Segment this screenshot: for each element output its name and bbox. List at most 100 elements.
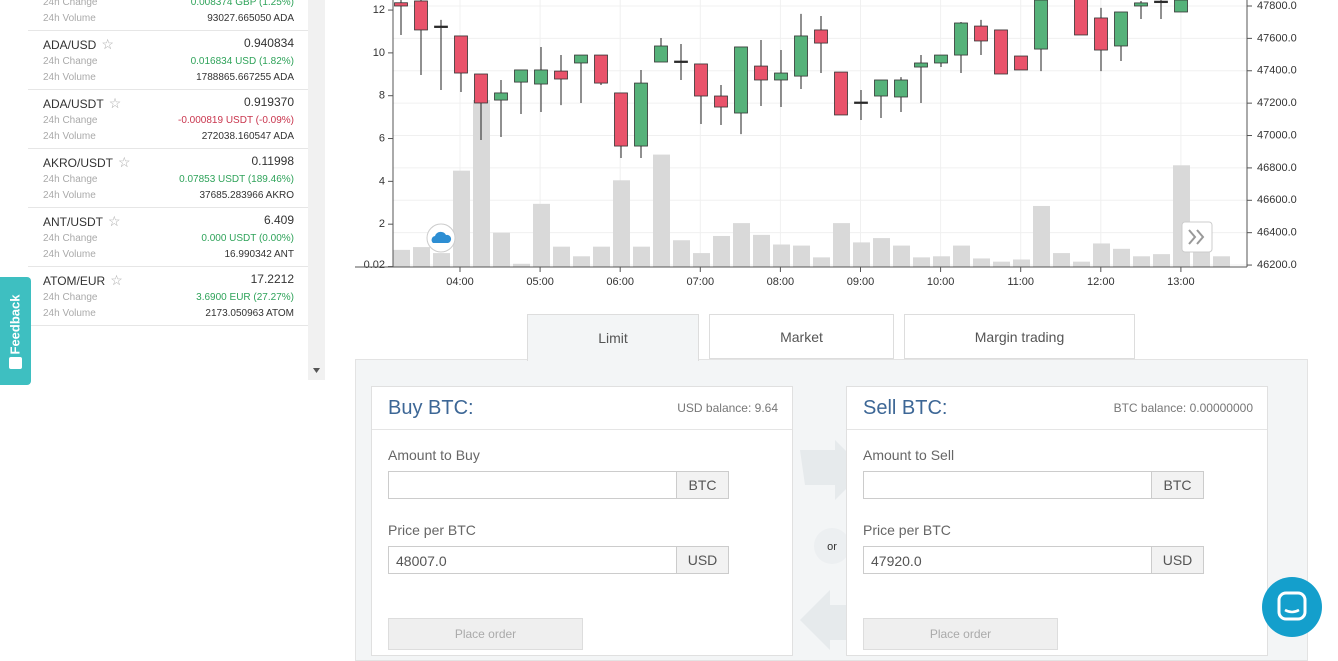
- volume-bar: [533, 203, 550, 267]
- amount-label: Amount to Buy: [388, 447, 480, 463]
- volume-bar: [1133, 256, 1150, 267]
- tab-limit[interactable]: Limit: [527, 314, 699, 361]
- volume-bar: [1153, 254, 1170, 267]
- candle-body: [714, 95, 728, 108]
- time-tick-label: 04:00: [446, 276, 474, 288]
- price-tick-label: 46200.0: [1257, 259, 1297, 271]
- candle-body: [894, 79, 908, 98]
- amount-input[interactable]: [388, 471, 677, 499]
- star[interactable]: ☆: [118, 154, 131, 170]
- volume-bar: [633, 246, 650, 267]
- balance: USD balance: 9.64: [677, 401, 778, 415]
- feedback-tab[interactable]: Feedback: [0, 277, 31, 385]
- market-price: 0.11998: [251, 154, 295, 168]
- market-name: ANT/USDT ☆: [43, 213, 121, 229]
- volume-bar: [753, 234, 770, 267]
- price-tick-label: 47400.0: [1257, 65, 1297, 77]
- amount-label: Amount to Sell: [863, 447, 955, 463]
- place-order-button[interactable]: Place order: [863, 618, 1058, 650]
- candle-body: [614, 92, 628, 147]
- candle-body: [1034, 0, 1048, 50]
- candle-body: [774, 72, 788, 81]
- market-row[interactable]: ATOM/EUR ☆ 17.2212 24h Change 3.6900 EUR (27…: [28, 266, 308, 326]
- scroll-right-button[interactable]: [1181, 221, 1213, 253]
- candle-body: [1134, 2, 1148, 7]
- volume-bar: [393, 249, 410, 267]
- star[interactable]: ☆: [101, 36, 114, 52]
- market-row[interactable]: ADA/USDT ☆ 0.919370 24h Change -0.000819 USD…: [28, 89, 308, 149]
- candle-body: [914, 62, 928, 68]
- candle-body: [994, 29, 1008, 75]
- market-name: ADA/USD ☆: [43, 36, 114, 52]
- price-chart: 47800.0 47600.0 47400.0 47200.0 47000.0 46800…: [355, 0, 1297, 288]
- star[interactable]: ☆: [108, 213, 121, 229]
- volume-bar: [433, 253, 450, 267]
- balance: BTC balance: 0.00000000: [1113, 401, 1253, 415]
- market-row[interactable]: ADA/USD ☆ 0.940834 24h Change 0.016834 USD (…: [28, 30, 308, 90]
- price-input[interactable]: 47920.0: [863, 546, 1152, 574]
- candle-body: [794, 35, 808, 77]
- time-tick-label: 05:00: [526, 276, 554, 288]
- volume-bar: [553, 246, 570, 267]
- buy-box: Buy BTC: USD balance: 9.64 Amount to Buy BT…: [371, 386, 793, 656]
- volume-bar: [453, 170, 470, 267]
- volume-bar: [733, 223, 750, 267]
- market-change: 3.6900 EUR (27.27%): [196, 292, 294, 303]
- market-volume: 37685.283966 AKRO: [199, 190, 294, 201]
- volume-label: 24h Volume: [43, 131, 96, 142]
- volume-bar: [473, 99, 490, 267]
- candle-body: [554, 70, 568, 80]
- tab-market[interactable]: Market: [709, 314, 894, 359]
- tab-margin[interactable]: Margin trading: [904, 314, 1135, 359]
- candle-body: [1174, 0, 1188, 13]
- scrollbar[interactable]: [308, 0, 325, 380]
- candle-body: [1114, 11, 1128, 47]
- candle-body: [494, 92, 508, 101]
- sell-box: Sell BTC: BTC balance: 0.00000000 Amount t…: [846, 386, 1268, 656]
- change-label: 24h Change: [43, 115, 98, 126]
- market-volume: 1788865.667255 ADA: [196, 72, 294, 83]
- market-row[interactable]: AKRO/USDT ☆ 0.11998 24h Change 0.07853 USDT …: [28, 148, 308, 208]
- price-input[interactable]: 48007.0: [388, 546, 677, 574]
- change-label: 24h Change: [43, 0, 98, 8]
- market-row[interactable]: ANT/USDT ☆ 6.409 24h Change 0.000 USDT (0.00…: [28, 207, 308, 267]
- volume-bar: [413, 247, 430, 267]
- candle-body: [574, 54, 588, 64]
- time-tick-label: 08:00: [767, 276, 795, 288]
- change-label: 24h Change: [43, 174, 98, 185]
- scroll-arrow: [313, 368, 320, 373]
- divider: [847, 429, 1267, 430]
- star[interactable]: ☆: [110, 272, 123, 288]
- volume-bar: [1193, 250, 1210, 267]
- market-volume: 2173.050963 ATOM: [205, 308, 294, 319]
- candle-body: [514, 69, 528, 83]
- place-order-button[interactable]: Place order: [388, 618, 583, 650]
- chat-icon: [1277, 591, 1307, 621]
- market-volume: 93027.665050 ADA: [207, 13, 294, 24]
- market-change: 0.008374 GBP (1.25%): [190, 0, 294, 8]
- feedback-icon: [9, 357, 22, 369]
- candle-body: [874, 79, 888, 97]
- volume-label: 24h Volume: [43, 249, 96, 260]
- market-change: -0.000819 USDT (-0.09%): [178, 115, 294, 126]
- star[interactable]: ☆: [108, 95, 122, 111]
- time-tick-label: 09:00: [847, 276, 875, 288]
- candle-body: [654, 45, 668, 63]
- chat-button[interactable]: [1262, 577, 1322, 637]
- amount-input[interactable]: [863, 471, 1152, 499]
- candle-body: [634, 82, 648, 147]
- volume-bar: [873, 238, 890, 267]
- candle-body: [474, 73, 488, 104]
- market-change: 0.07853 USDT (189.46%): [179, 174, 294, 185]
- time-tick-label: 13:00: [1167, 276, 1195, 288]
- volume-bar: [1053, 253, 1070, 267]
- market-name: ADA/USDT ☆: [43, 95, 122, 111]
- market-name: ATOM/EUR ☆: [43, 272, 123, 288]
- candle-body: [934, 54, 948, 64]
- price-tick-label: 47200.0: [1257, 97, 1297, 109]
- volume-bar: [1013, 259, 1030, 267]
- market-name: AKRO/USDT ☆: [43, 154, 131, 170]
- change-label: 24h Change: [43, 233, 98, 244]
- candle-body: [594, 54, 608, 84]
